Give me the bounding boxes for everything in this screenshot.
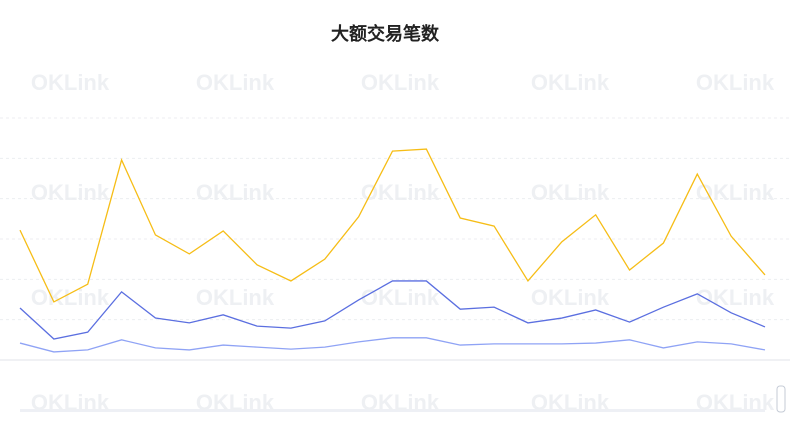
watermark: OKLink	[531, 70, 610, 95]
watermark: OKLink	[531, 180, 610, 205]
series-line	[19, 337, 766, 353]
scrollbar-handle[interactable]	[776, 385, 786, 413]
chart-title: 大额交易笔数	[331, 23, 440, 45]
series-line	[19, 280, 766, 340]
watermark: OKLink	[31, 285, 110, 310]
watermark: OKLink	[696, 180, 775, 205]
watermark: OKLink	[361, 180, 440, 205]
watermark: OKLink	[696, 390, 775, 415]
watermark: OKLink	[531, 390, 610, 415]
watermark: OKLink	[196, 70, 275, 95]
watermark: OKLink	[696, 70, 775, 95]
watermark: OKLink	[31, 180, 110, 205]
watermark: OKLink	[361, 390, 440, 415]
watermark: OKLink	[531, 285, 610, 310]
watermark: OKLink	[361, 285, 440, 310]
watermark: OKLink	[31, 390, 110, 415]
watermark: OKLink	[361, 70, 440, 95]
watermark: OKLink	[31, 70, 110, 95]
watermark: OKLink	[696, 285, 775, 310]
series-line	[19, 148, 766, 303]
watermark: OKLink	[196, 390, 275, 415]
watermark: OKLink	[196, 180, 275, 205]
scrollbar-track	[20, 409, 765, 412]
watermark: OKLink	[196, 285, 275, 310]
